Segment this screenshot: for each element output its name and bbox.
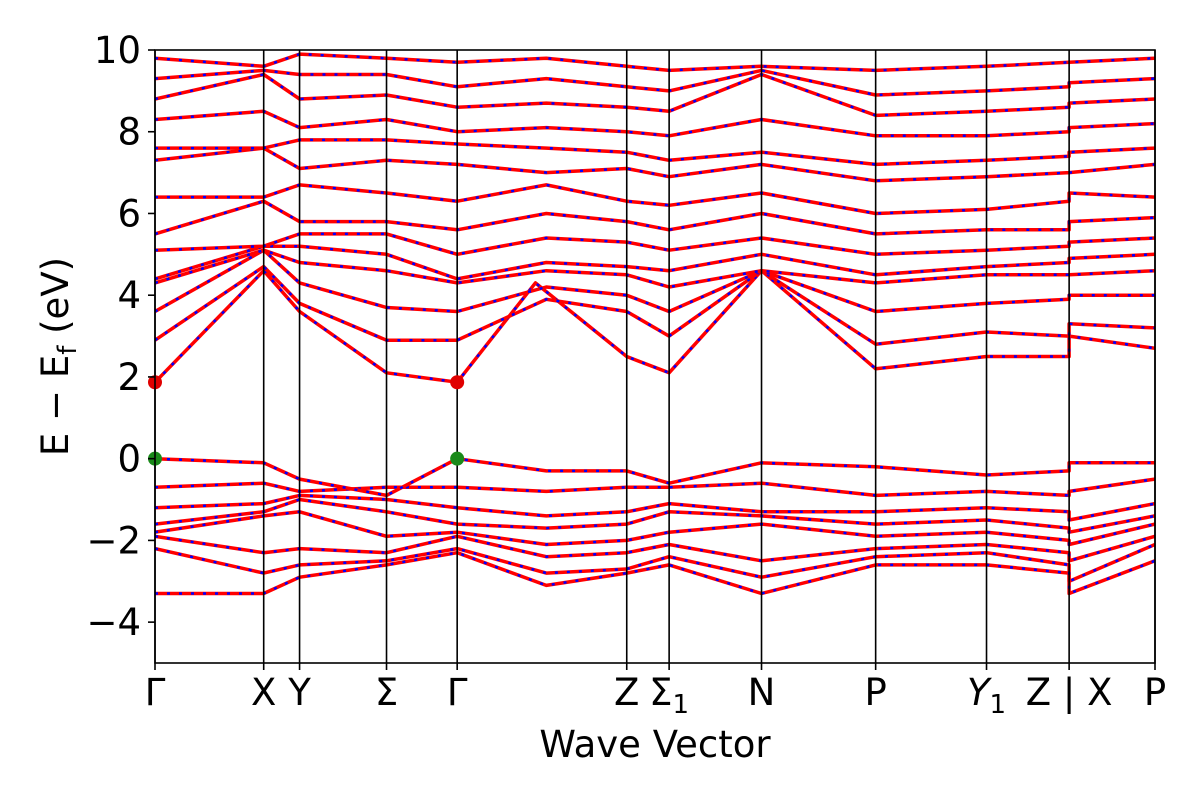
band-overlay-14 xyxy=(155,199,1155,236)
x-tick-label-0: Γ xyxy=(145,671,166,714)
y-tick-label-4: 4 xyxy=(117,274,141,317)
band-edge-marker-1 xyxy=(450,375,465,390)
x-axis-label: Wave Vector xyxy=(539,723,771,766)
y-axis-label-unit: (eV) xyxy=(34,257,77,346)
x-tick-label-6: Σ1 xyxy=(649,671,689,720)
markers-layer xyxy=(148,375,465,466)
y-axis: −4 −2 0 2 4 6 8 10 xyxy=(86,29,155,644)
x-tick-label-4: Γ xyxy=(447,671,468,714)
band-line-0 xyxy=(155,550,1155,596)
band-overlay-13 xyxy=(155,232,1155,256)
y-axis-label-sub: f xyxy=(53,345,83,355)
band-overlay-18 xyxy=(155,110,1155,138)
x-tick-label-8: P xyxy=(864,671,886,714)
band-line-17 xyxy=(155,138,1155,167)
x-tick-label-3: Σ xyxy=(375,671,398,714)
y-axis-label-main: E − E xyxy=(34,355,77,456)
y-tick-label-7: 10 xyxy=(94,29,141,72)
band-line-12 xyxy=(155,244,1155,281)
x-tick-label-2: Y xyxy=(287,671,311,714)
y-tick-label-0: −4 xyxy=(86,601,141,644)
y-tick-label-5: 6 xyxy=(117,192,141,235)
band-overlay-0 xyxy=(155,551,1155,596)
band-overlay-17 xyxy=(155,138,1155,166)
y-tick-label-3: 2 xyxy=(117,356,141,399)
band-line-5 xyxy=(155,493,1155,522)
x-tick-label-10: Z | X xyxy=(1026,671,1113,714)
band-overlay-4 xyxy=(155,498,1155,534)
band-overlay-6 xyxy=(155,477,1155,497)
band-line-21 xyxy=(155,52,1155,73)
band-edge-marker-3 xyxy=(450,451,465,466)
band-overlay-19 xyxy=(155,73,1155,117)
y-tick-label-2: 0 xyxy=(117,438,141,481)
band-line-20 xyxy=(155,68,1155,97)
y-axis-label: E − Ef (eV) xyxy=(34,257,83,456)
band-line-9 xyxy=(155,264,1155,346)
band-line-8 xyxy=(155,268,1155,384)
y-tick-label-1: −2 xyxy=(86,519,141,562)
band-line-3 xyxy=(155,510,1155,547)
plot-frame xyxy=(154,49,1156,664)
x-tick-label-11: P xyxy=(1144,671,1166,714)
band-line-1 xyxy=(155,542,1155,584)
x-tick-label-7: N xyxy=(748,671,776,714)
bands-layer xyxy=(155,52,1155,596)
band-line-2 xyxy=(155,534,1155,563)
x-tick-label-9: Y1 xyxy=(967,671,1006,720)
x-axis: Γ X Y Σ Γ Z Σ1 N P Y1 Z | X P xyxy=(145,663,1166,720)
band-line-4 xyxy=(155,497,1155,534)
x-tick-label-5: Z xyxy=(614,671,639,714)
band-line-18 xyxy=(155,109,1155,138)
y-tick-label-6: 8 xyxy=(117,111,141,154)
band-line-10 xyxy=(155,248,1155,314)
band-line-13 xyxy=(155,232,1155,257)
band-line-7 xyxy=(155,456,1155,498)
band-line-15 xyxy=(155,183,1155,216)
band-overlay-10 xyxy=(155,248,1155,313)
band-line-16 xyxy=(155,146,1155,183)
x-tick-label-1: X xyxy=(251,671,276,714)
